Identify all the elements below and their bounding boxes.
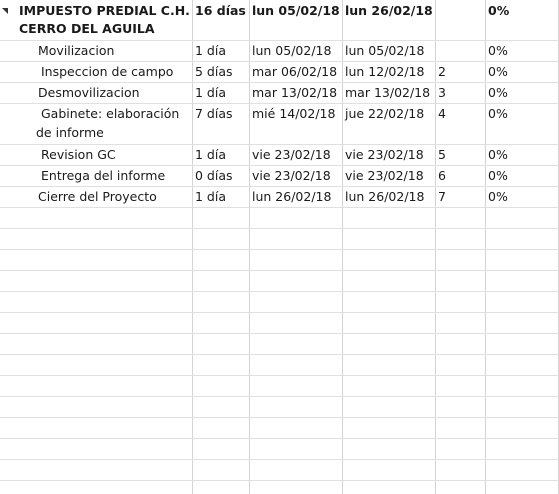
task-predecessor[interactable]: 3: [438, 85, 446, 100]
task-name[interactable]: Movilizacion: [38, 43, 115, 58]
task-complete[interactable]: 0%: [488, 189, 508, 204]
task-duration[interactable]: 1 día: [195, 147, 226, 162]
task-duration[interactable]: 1 día: [195, 85, 226, 100]
task-predecessor[interactable]: 7: [438, 189, 446, 204]
task-finish[interactable]: vie 23/02/18: [345, 168, 424, 183]
column-divider: [249, 0, 250, 494]
task-duration[interactable]: 1 día: [195, 43, 226, 58]
task-start[interactable]: mar 13/02/18: [252, 85, 338, 100]
task-complete[interactable]: 0%: [488, 64, 508, 79]
task-finish[interactable]: jue 22/02/18: [345, 106, 425, 121]
summary-finish[interactable]: lun 26/02/18: [345, 3, 433, 18]
task-name[interactable]: Revision GC: [41, 147, 116, 162]
column-divider: [435, 0, 436, 494]
task-start[interactable]: vie 23/02/18: [252, 147, 331, 162]
column-divider: [342, 0, 343, 494]
task-predecessor[interactable]: 6: [438, 168, 446, 183]
task-finish[interactable]: lun 26/02/18: [345, 189, 425, 204]
summary-duration[interactable]: 16 días: [195, 3, 246, 18]
task-duration[interactable]: 7 días: [195, 106, 233, 121]
task-complete[interactable]: 0%: [488, 106, 508, 121]
task-start[interactable]: vie 23/02/18: [252, 168, 331, 183]
task-name[interactable]: Entrega del informe: [41, 168, 166, 183]
column-divider: [485, 0, 486, 494]
summary-complete[interactable]: 0%: [488, 3, 510, 18]
task-complete[interactable]: 0%: [488, 147, 508, 162]
task-finish[interactable]: lun 12/02/18: [345, 64, 425, 79]
task-complete[interactable]: 0%: [488, 168, 508, 183]
collapse-triangle-icon[interactable]: [2, 8, 8, 14]
task-finish[interactable]: mar 13/02/18: [345, 85, 431, 100]
task-name[interactable]: Inspeccion de campo: [41, 64, 174, 79]
task-duration[interactable]: 5 días: [195, 64, 233, 79]
task-complete[interactable]: 0%: [488, 43, 508, 58]
task-name[interactable]: Cierre del Proyecto: [38, 189, 157, 204]
task-start[interactable]: mar 06/02/18: [252, 64, 338, 79]
task-name-line1[interactable]: Gabinete: elaboración: [41, 106, 180, 121]
task-finish[interactable]: lun 05/02/18: [345, 43, 425, 58]
summary-task-name-line2[interactable]: CERRO DEL AGUILA: [19, 21, 155, 36]
summary-start[interactable]: lun 05/02/18: [252, 3, 340, 18]
summary-task-name-line1[interactable]: IMPUESTO PREDIAL C.H.: [19, 3, 190, 18]
task-predecessor[interactable]: 5: [438, 147, 446, 162]
task-predecessor[interactable]: 4: [438, 106, 446, 121]
task-name-line2[interactable]: de informe: [36, 125, 104, 140]
task-start[interactable]: mié 14/02/18: [252, 106, 336, 121]
task-duration[interactable]: 0 días: [195, 168, 233, 183]
column-divider: [192, 0, 193, 494]
task-finish[interactable]: vie 23/02/18: [345, 147, 424, 162]
task-complete[interactable]: 0%: [488, 85, 508, 100]
task-name[interactable]: Desmovilizacion: [38, 85, 140, 100]
task-start[interactable]: lun 05/02/18: [252, 43, 332, 58]
task-duration[interactable]: 1 día: [195, 189, 226, 204]
task-start[interactable]: lun 26/02/18: [252, 189, 332, 204]
task-predecessor[interactable]: 2: [438, 64, 446, 79]
